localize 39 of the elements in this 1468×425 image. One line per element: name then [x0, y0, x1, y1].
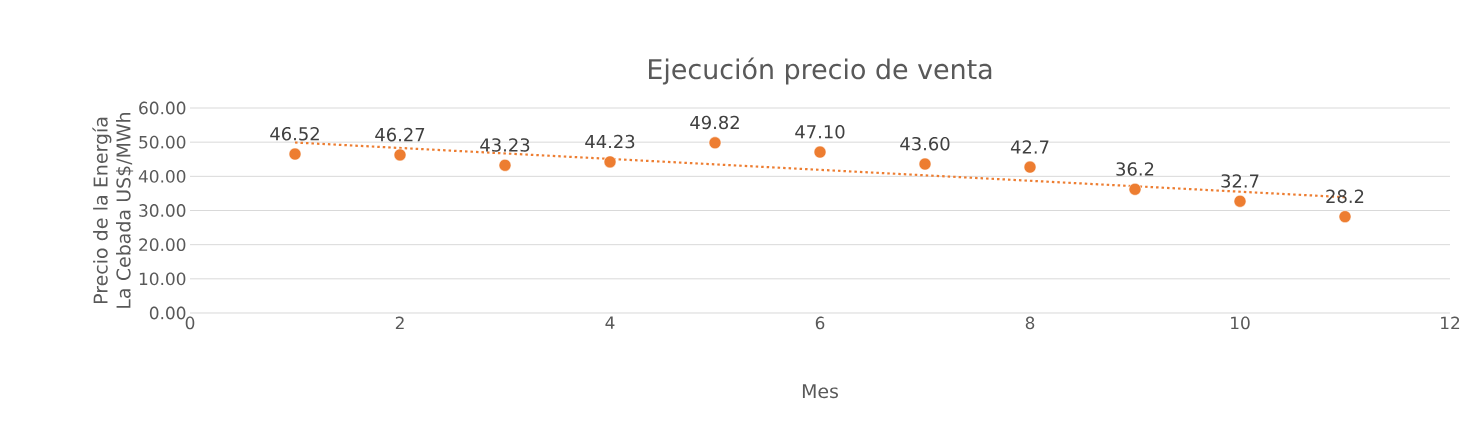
- point: [603, 155, 617, 169]
- data-label: 43.23: [480, 138, 530, 152]
- data-label: 42.7: [1010, 140, 1049, 154]
- point: [1023, 160, 1037, 174]
- point: [1233, 194, 1247, 208]
- data-label: 46.27: [375, 127, 425, 142]
- data-label: 28.2: [1326, 189, 1364, 204]
- y-tick-label: 50.00: [139, 135, 186, 149]
- data-label: 49.82: [690, 115, 739, 130]
- data-label: 44.23: [585, 134, 635, 149]
- data-label: 36.2: [1116, 162, 1154, 176]
- y-tick-label: 20.00: [139, 238, 186, 252]
- x-axis-title: Mes: [802, 384, 839, 399]
- point: [708, 136, 722, 150]
- y-tick-label: 30.00: [139, 204, 186, 217]
- point: [1338, 210, 1352, 223]
- point: [813, 145, 827, 159]
- y-axis-title: Precio de la Energía La Cebada US$/MWh: [92, 113, 134, 308]
- y-tick-label: 40.00: [138, 169, 186, 183]
- point: [918, 157, 932, 171]
- x-tick-label: 0: [185, 316, 195, 330]
- x-tick-label: 8: [1025, 316, 1035, 330]
- data-label: 43.60: [900, 136, 950, 151]
- x-tick-label: 12: [1441, 316, 1460, 330]
- data-label: 32.7: [1221, 174, 1259, 188]
- y-tick-label: 0.00: [149, 306, 186, 320]
- point: [498, 159, 512, 172]
- chart-title: Ejecución precio de venta: [649, 57, 992, 85]
- x-tick-label: 10: [1231, 316, 1250, 330]
- point: [393, 148, 407, 162]
- data-label: 47.10: [795, 124, 845, 139]
- point: [1128, 183, 1142, 196]
- x-tick-label: 4: [605, 316, 615, 329]
- point: [288, 147, 302, 161]
- y-tick-label: 10.00: [139, 272, 186, 286]
- data-label: 46.52: [270, 126, 319, 141]
- x-tick-label: 6: [815, 316, 825, 330]
- x-tick-label: 2: [395, 316, 404, 330]
- y-tick-label: 60.00: [139, 101, 186, 115]
